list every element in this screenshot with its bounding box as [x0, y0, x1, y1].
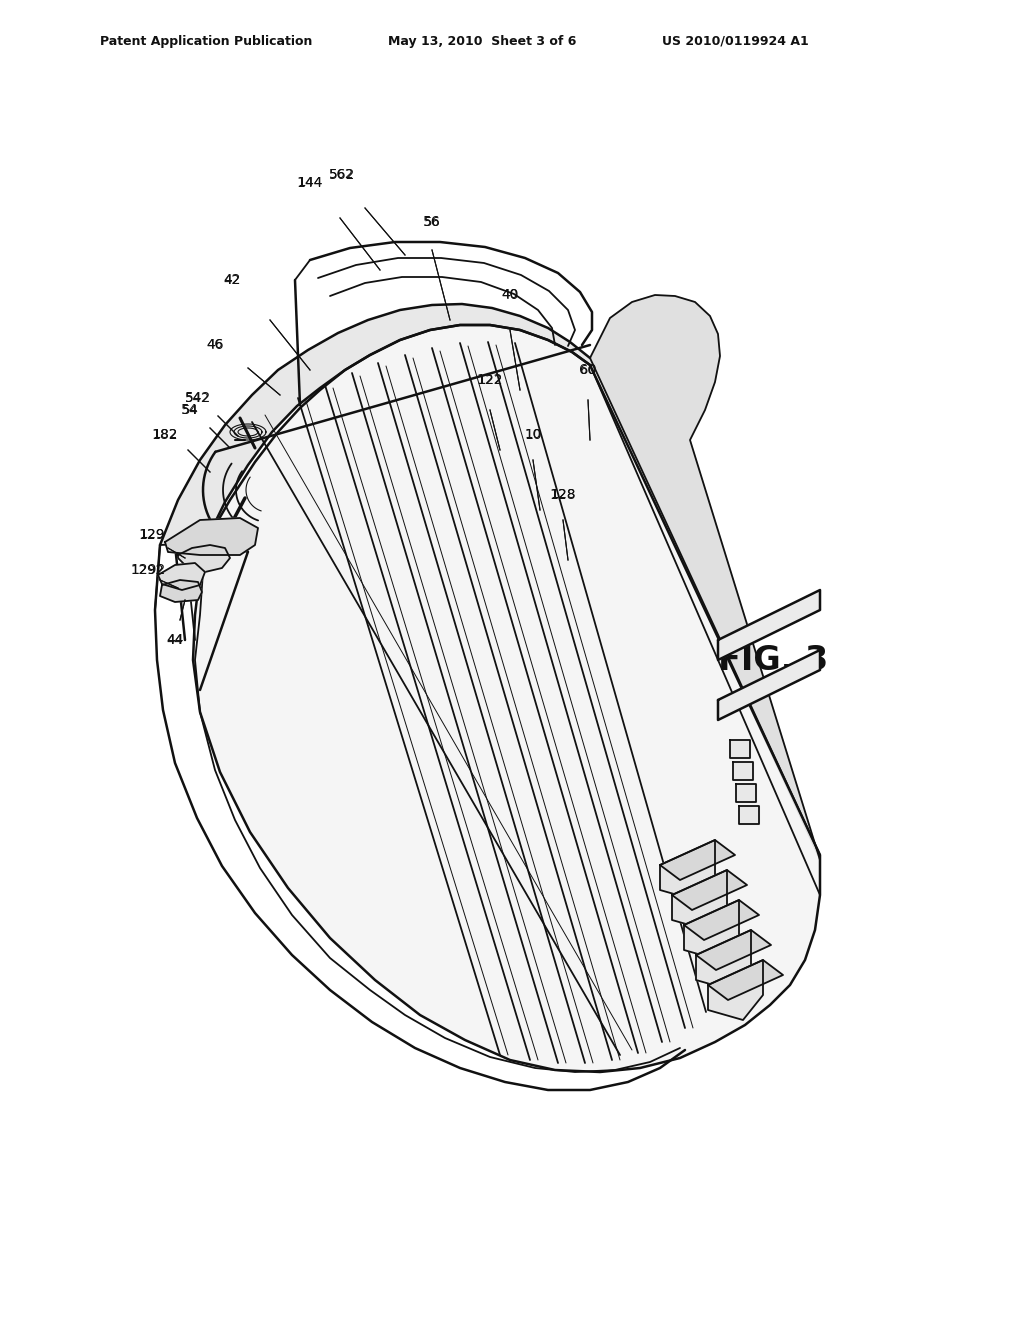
Polygon shape — [165, 517, 258, 554]
Text: 60: 60 — [580, 363, 596, 376]
Polygon shape — [660, 840, 735, 880]
Text: Patent Application Publication: Patent Application Publication — [100, 36, 312, 48]
Text: May 13, 2010  Sheet 3 of 6: May 13, 2010 Sheet 3 of 6 — [388, 36, 577, 48]
Text: 40: 40 — [502, 288, 519, 302]
Text: 46: 46 — [207, 338, 223, 351]
Text: 54: 54 — [181, 403, 199, 417]
Text: 182: 182 — [153, 429, 178, 441]
Text: 40: 40 — [502, 289, 518, 301]
Polygon shape — [696, 931, 771, 970]
Polygon shape — [178, 545, 230, 572]
Polygon shape — [158, 564, 205, 590]
Polygon shape — [730, 741, 750, 758]
Polygon shape — [733, 762, 753, 780]
Text: 128: 128 — [550, 488, 575, 502]
Polygon shape — [684, 900, 759, 940]
Text: 56: 56 — [424, 215, 440, 228]
Text: 56: 56 — [423, 215, 440, 228]
Polygon shape — [193, 325, 820, 1072]
Text: 122: 122 — [477, 374, 503, 387]
Text: 129: 129 — [138, 528, 165, 543]
Polygon shape — [708, 960, 783, 1001]
Text: 562: 562 — [329, 168, 355, 182]
Polygon shape — [736, 784, 756, 803]
Polygon shape — [718, 649, 820, 719]
Text: 44: 44 — [167, 634, 183, 647]
Text: 42: 42 — [223, 273, 241, 286]
Polygon shape — [672, 870, 727, 931]
Text: 542: 542 — [185, 392, 211, 404]
Text: 1292: 1292 — [131, 564, 165, 577]
Polygon shape — [718, 590, 820, 660]
Polygon shape — [684, 900, 739, 960]
Text: 10: 10 — [524, 429, 542, 441]
Text: 562: 562 — [330, 169, 354, 181]
Text: 542: 542 — [185, 391, 211, 405]
Text: 144: 144 — [297, 177, 323, 190]
Polygon shape — [739, 807, 759, 824]
Polygon shape — [672, 870, 746, 909]
Text: 54: 54 — [181, 404, 199, 417]
Polygon shape — [696, 931, 751, 990]
Polygon shape — [160, 304, 590, 545]
Text: US 2010/0119924 A1: US 2010/0119924 A1 — [662, 36, 809, 48]
Polygon shape — [708, 960, 763, 1020]
Polygon shape — [160, 579, 202, 602]
Text: 46: 46 — [206, 338, 224, 352]
Text: 10: 10 — [524, 428, 542, 442]
Text: 182: 182 — [152, 428, 178, 442]
Text: 144: 144 — [297, 176, 324, 190]
Text: 129: 129 — [139, 528, 165, 541]
Text: 60: 60 — [580, 363, 597, 378]
Text: 42: 42 — [223, 273, 241, 286]
Text: 122: 122 — [477, 374, 503, 387]
Text: 44: 44 — [166, 634, 183, 647]
Polygon shape — [660, 840, 715, 900]
Polygon shape — [590, 294, 820, 861]
Text: 1292: 1292 — [130, 564, 166, 577]
Text: FIG. 3: FIG. 3 — [718, 644, 828, 676]
Text: 128: 128 — [550, 488, 577, 502]
